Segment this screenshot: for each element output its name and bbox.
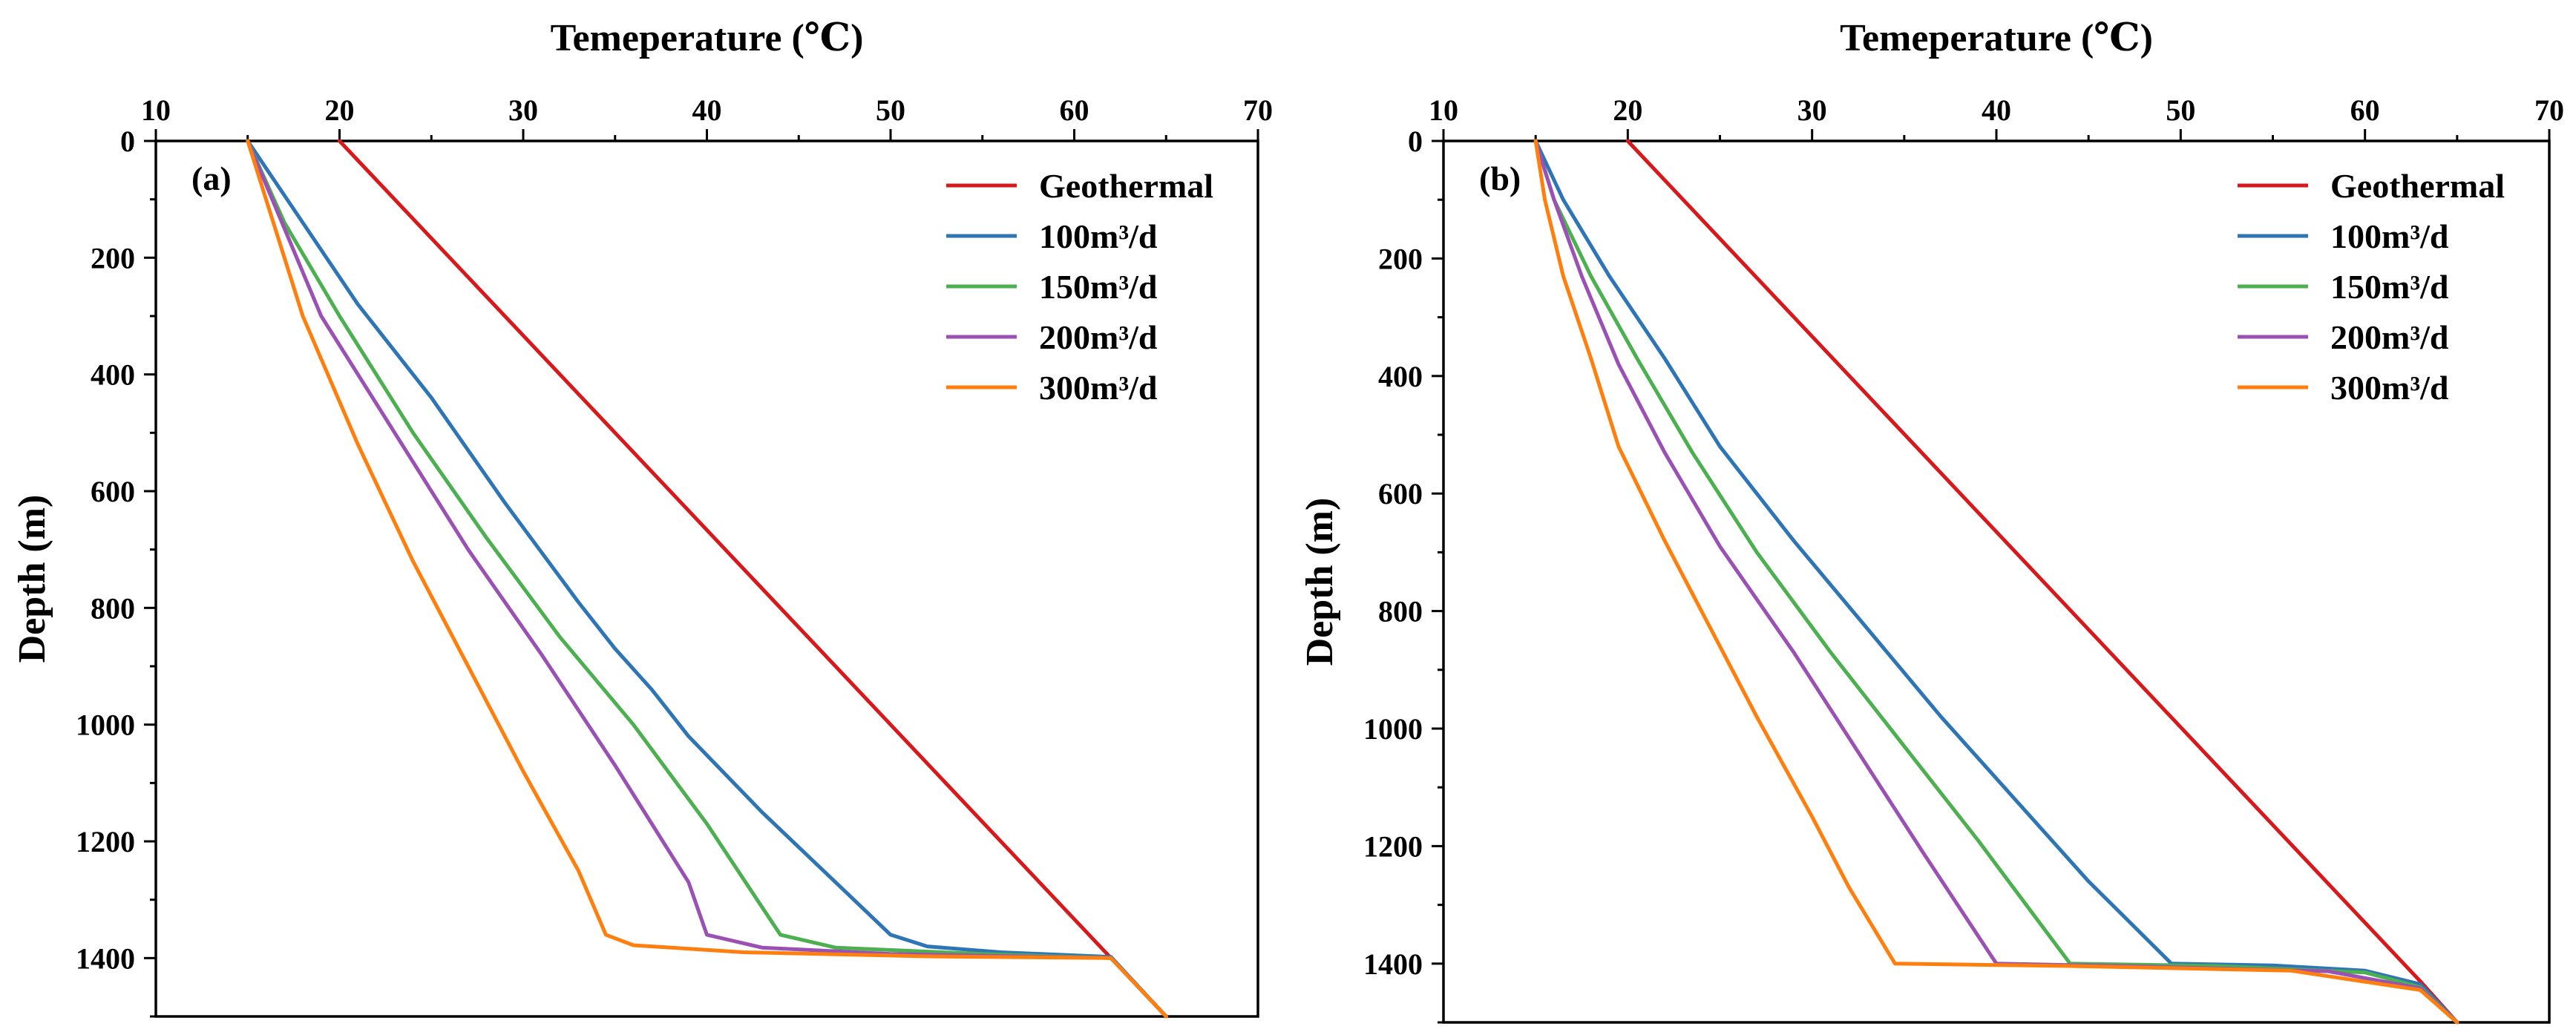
x-tick-label: 50 <box>2166 93 2195 127</box>
x-tick-label: 10 <box>141 93 171 127</box>
y-tick-label: 600 <box>1378 477 1423 510</box>
x-tick-label: 40 <box>692 93 722 127</box>
y-tick-label: 0 <box>1408 125 1423 158</box>
legend-label: 200m³/d <box>1039 318 1158 356</box>
y-tick-label: 1200 <box>76 825 135 858</box>
y-tick-label: 1000 <box>1363 712 1423 746</box>
legend-label: 150m³/d <box>2330 268 2449 306</box>
legend-label: 300m³/d <box>2330 369 2449 407</box>
y-tick-label: 0 <box>120 125 135 158</box>
x-tick-label: 40 <box>1982 93 2011 127</box>
panel-b: 10 20 30 40 50 60 70 0 200 400 600 800 1000 1200 1400 T… <box>1299 17 2564 1025</box>
legend-label: Geothermal <box>2330 167 2505 205</box>
y-tick-label: 1400 <box>76 942 135 975</box>
y-tick-label: 200 <box>91 241 135 275</box>
y-tick-label: 600 <box>91 475 135 508</box>
panel-label: (b) <box>1479 160 1521 197</box>
x-axis-title: Temeperature (℃) <box>1840 17 2153 59</box>
legend-label: 300m³/d <box>1039 369 1158 407</box>
y-axis-title: Depth (m) <box>1299 498 1341 666</box>
legend-label: 100m³/d <box>2330 217 2449 255</box>
legend-label: 150m³/d <box>1039 268 1158 306</box>
legend-label: Geothermal <box>1039 167 1213 205</box>
y-tick-label: 1000 <box>76 709 135 742</box>
series-line-300m-d <box>246 139 1168 1019</box>
x-tick-label: 70 <box>1243 93 1273 127</box>
legend-label: 200m³/d <box>2330 318 2449 356</box>
x-tick-label: 20 <box>325 93 355 127</box>
series-line-300m-d <box>1533 139 2459 1025</box>
x-tick-label: 20 <box>1613 93 1642 127</box>
x-tick-label: 30 <box>1797 93 1827 127</box>
x-tick-label: 10 <box>1429 93 1458 127</box>
x-tick-label: 60 <box>2350 93 2380 127</box>
x-tick-label: 70 <box>2534 93 2564 127</box>
x-tick-label: 60 <box>1060 93 1089 127</box>
x-tick-label: 30 <box>508 93 538 127</box>
y-tick-label: 1200 <box>1363 829 1423 863</box>
series-line-100m-d <box>1533 139 2459 1025</box>
series-line-150m-d <box>1533 139 2459 1025</box>
y-tick-label: 200 <box>1378 242 1423 275</box>
legend-label: 100m³/d <box>1039 217 1158 255</box>
y-tick-label: 400 <box>91 358 135 392</box>
x-tick-label: 50 <box>876 93 905 127</box>
y-tick-label: 800 <box>91 591 135 625</box>
panel-a: 10 20 30 40 50 60 70 0 200 400 600 800 1000 1200 1400 T… <box>11 17 1273 1019</box>
y-tick-label: 800 <box>1378 595 1423 628</box>
series-line-100m-d <box>246 139 1168 1019</box>
x-axis-title: Temeperature (℃) <box>551 17 864 59</box>
y-tick-label: 400 <box>1378 360 1423 393</box>
panel-label: (a) <box>191 160 232 197</box>
y-tick-label: 1400 <box>1363 947 1423 981</box>
y-axis-title: Depth (m) <box>11 495 53 663</box>
